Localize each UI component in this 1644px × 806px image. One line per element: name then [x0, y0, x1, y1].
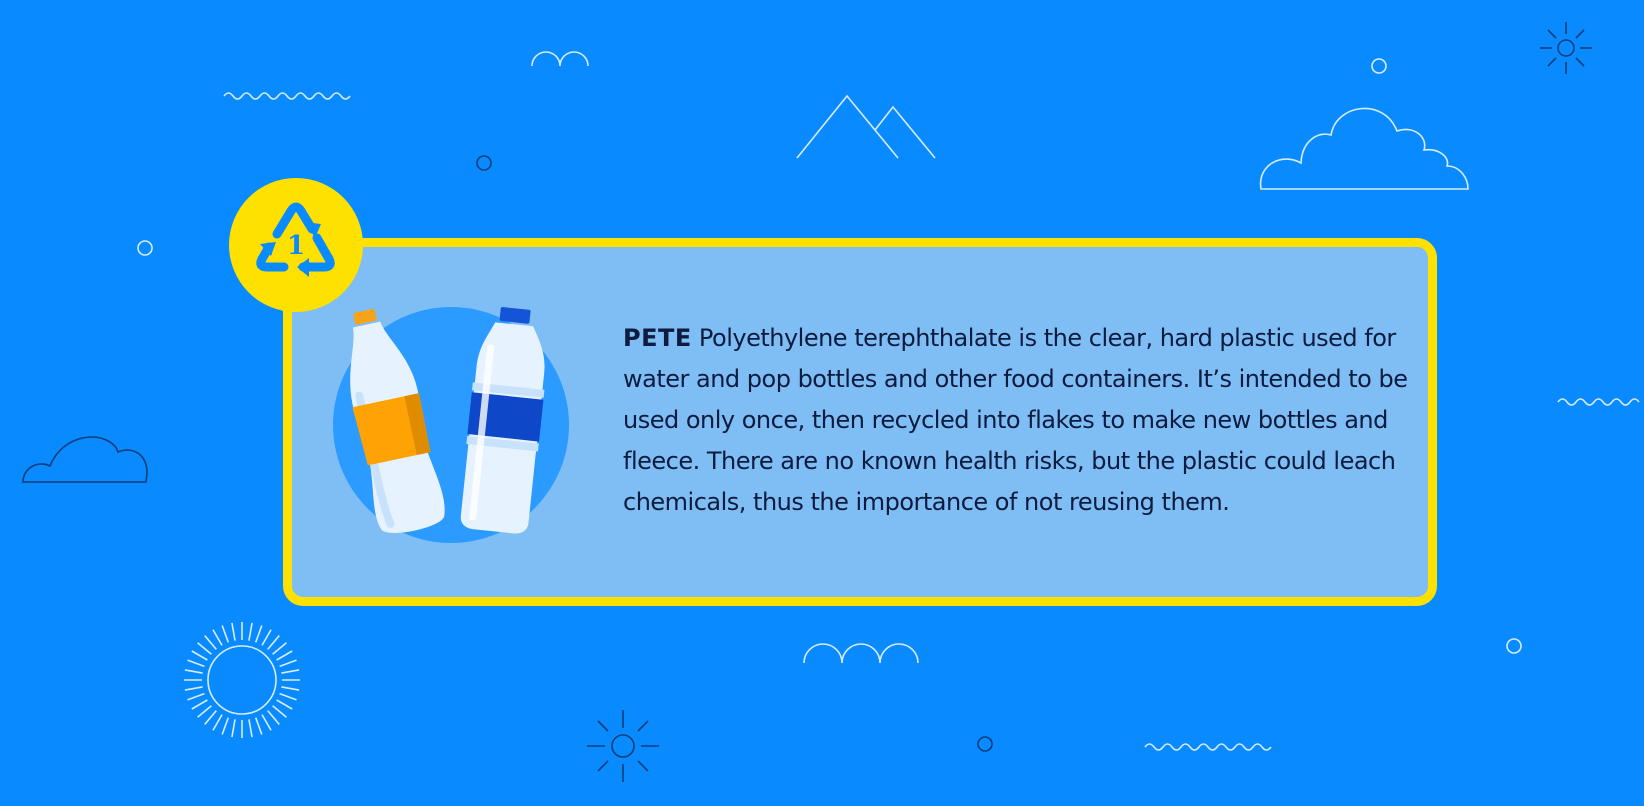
sun-ray [221, 625, 230, 643]
sun-ray [272, 642, 287, 655]
sun-ray [212, 629, 223, 646]
badge-number: 1 [287, 231, 305, 261]
sun-ray [184, 686, 203, 691]
plastic-description: PETE Polyethylene terephthalate is the c… [623, 318, 1413, 523]
sun-decoration [1540, 22, 1592, 74]
sun-ray [191, 699, 208, 710]
cloud-decoration [22, 436, 148, 483]
sun-ray [221, 717, 230, 735]
sun-ray [279, 692, 297, 701]
sun-ray [281, 669, 300, 674]
plastic-bottles-icon [333, 307, 569, 543]
arches-decoration [803, 643, 919, 664]
cloud-decoration [1259, 107, 1469, 190]
sun-ray [204, 635, 217, 650]
sun-ray [184, 669, 203, 674]
sun-ray [187, 659, 205, 668]
sun-ray [254, 625, 263, 643]
sun-ray [254, 717, 263, 735]
sun-ray [231, 622, 236, 641]
dot-decoration [1371, 58, 1387, 74]
sun-ray [197, 705, 212, 718]
dot-decoration [137, 240, 153, 256]
sun-ray [261, 714, 272, 731]
sun-decoration [587, 710, 659, 782]
dot-decoration [476, 155, 492, 171]
sunburst-decoration [184, 622, 300, 738]
sun-ray [267, 635, 280, 650]
wave-decoration [223, 92, 351, 100]
recycle-badge: 1 [229, 178, 363, 312]
dot-decoration [1506, 638, 1522, 654]
sun-ray [187, 692, 205, 701]
sun-ray [276, 650, 293, 661]
dot-decoration [977, 736, 993, 752]
sun-ray [276, 699, 293, 710]
sun-ray [272, 705, 287, 718]
sun-ray [212, 714, 223, 731]
sun-ray [197, 642, 212, 655]
sun-ray [204, 710, 217, 725]
sun-ray [281, 686, 300, 691]
sun-ray [279, 659, 297, 668]
wave-decoration [1557, 398, 1640, 406]
sun-ray [191, 650, 208, 661]
sun-ray [248, 622, 253, 641]
mountains-decoration [796, 94, 936, 159]
sun-ray [231, 719, 236, 738]
plastic-code-term: PETE [623, 324, 692, 352]
wave-decoration [1144, 743, 1272, 751]
arches-decoration [531, 51, 589, 67]
sun-ray [248, 719, 253, 738]
sun-ray [261, 629, 272, 646]
sun-ray [267, 710, 280, 725]
description-text: Polyethylene terephthalate is the clear,… [623, 324, 1408, 516]
recycle-triangle-icon: 1 [256, 202, 335, 277]
